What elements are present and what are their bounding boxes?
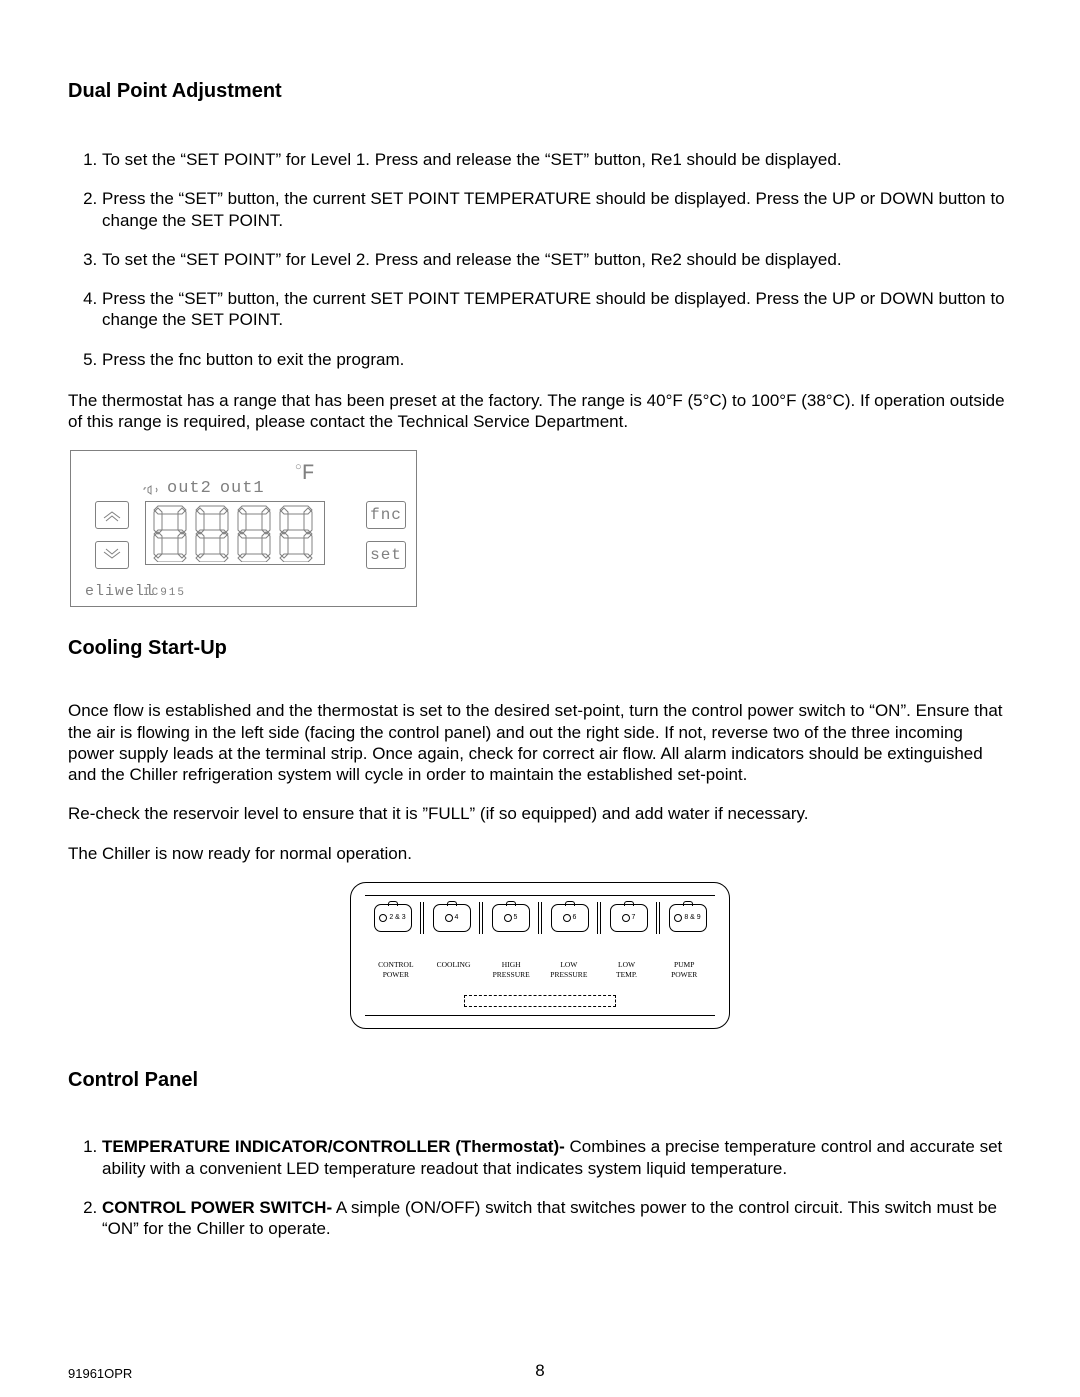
footer-page-number: 8	[535, 1361, 544, 1381]
down-button[interactable]	[95, 541, 129, 569]
indicator-out2: out2	[167, 479, 212, 498]
indicator-out1: out1	[220, 479, 265, 498]
steps-control-panel: TEMPERATURE INDICATOR/CONTROLLER (Thermo…	[68, 1136, 1012, 1239]
heading-control-panel: Control Panel	[68, 1069, 1012, 1092]
switch-control-power[interactable]: 2 & 3	[374, 904, 412, 932]
step-item: Press the “SET” button, the current SET …	[102, 288, 1012, 331]
chevron-up-icon	[102, 508, 122, 522]
thermostat-model: IC915	[143, 587, 186, 599]
paragraph-cooling: Once flow is established and the thermos…	[68, 700, 1012, 785]
panel-label: CONTROLPOWER	[367, 960, 425, 980]
switch-pump-power[interactable]: 8 & 9	[669, 904, 707, 932]
unit-fahrenheit: ○F	[295, 461, 315, 486]
switch-low-temp[interactable]: 7	[610, 904, 648, 932]
thermostat-figure: out2 out1 ○F	[70, 450, 417, 607]
paragraph-range: The thermostat has a range that has been…	[68, 390, 1012, 433]
panel-label: COOLING	[425, 960, 483, 980]
sound-icon	[143, 483, 159, 495]
set-button[interactable]: set	[366, 541, 406, 569]
step-item: Press the fnc button to exit the program…	[102, 349, 1012, 370]
thermostat-display	[145, 501, 325, 565]
step-item: To set the “SET POINT” for Level 1. Pres…	[102, 149, 1012, 170]
seven-segment-icon	[150, 504, 320, 562]
switch-low-pressure[interactable]: 6	[551, 904, 589, 932]
paragraph-recheck: Re-check the reservoir level to ensure t…	[68, 803, 1012, 824]
switch-high-pressure[interactable]: 5	[492, 904, 530, 932]
chevron-down-icon	[102, 548, 122, 562]
heading-dual-point: Dual Point Adjustment	[68, 80, 1012, 103]
step-item: TEMPERATURE INDICATOR/CONTROLLER (Thermo…	[102, 1136, 1012, 1179]
thermostat-indicators: out2 out1	[143, 479, 265, 498]
panel-label: PUMPPOWER	[655, 960, 713, 980]
control-panel-figure: 2 & 3 4 5 6 7 8 & 9 CONTROLPOWER COOLING…	[350, 882, 730, 1030]
switch-cooling[interactable]: 4	[433, 904, 471, 932]
panel-label: HIGHPRESSURE	[482, 960, 540, 980]
step-item: Press the “SET” button, the current SET …	[102, 188, 1012, 231]
panel-switches-row: 2 & 3 4 5 6 7 8 & 9	[365, 902, 715, 934]
panel-label: LOWTEMP.	[598, 960, 656, 980]
fnc-button[interactable]: fnc	[366, 501, 406, 529]
panel-label: LOWPRESSURE	[540, 960, 598, 980]
steps-dual-point: To set the “SET POINT” for Level 1. Pres…	[68, 149, 1012, 370]
paragraph-ready: The Chiller is now ready for normal oper…	[68, 843, 1012, 864]
step-item: To set the “SET POINT” for Level 2. Pres…	[102, 249, 1012, 270]
footer-doc-number: 91961OPR	[68, 1366, 132, 1381]
panel-labels-row: CONTROLPOWER COOLING HIGHPRESSURE LOWPRE…	[365, 960, 715, 980]
panel-slot	[464, 995, 616, 1007]
step-item: CONTROL POWER SWITCH- A simple (ON/OFF) …	[102, 1197, 1012, 1240]
up-button[interactable]	[95, 501, 129, 529]
heading-cooling-startup: Cooling Start-Up	[68, 637, 1012, 660]
